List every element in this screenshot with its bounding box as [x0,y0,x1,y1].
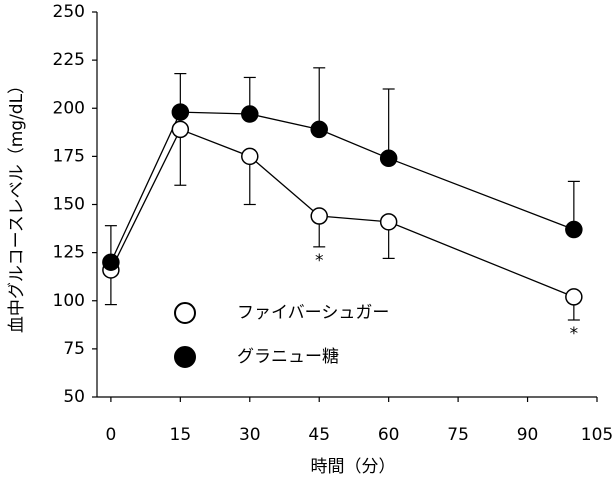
marker [310,207,328,225]
annotation: * [315,251,324,271]
y-tick-label: 175 [53,146,85,166]
y-tick-label: 125 [53,243,85,263]
x-tick-label: 60 [378,425,400,445]
legend-marker [174,302,196,324]
x-tick-label: 75 [447,425,469,445]
legend-marker [174,346,196,368]
y-tick-label: 100 [53,291,85,311]
marker [241,147,259,166]
marker [379,213,398,231]
y-tick-label: 250 [53,2,85,22]
x-tick-label: 90 [517,425,539,445]
y-tick-label: 225 [53,50,85,70]
x-tick-label: 30 [239,425,261,445]
marker [310,120,328,139]
y-tick-label: 150 [53,195,85,215]
x-tick-label: 105 [581,425,613,445]
x-tick-label: 45 [308,425,330,445]
series-line [110,128,575,298]
marker [171,120,190,139]
marker [565,288,583,306]
x-axis-label: 時間（分） [311,457,396,477]
marker [379,149,398,168]
x-tick-label: 0 [105,425,116,445]
y-tick-label: 50 [63,387,85,407]
series-line [110,111,575,263]
marker [241,105,259,123]
marker [171,103,190,121]
marker [565,220,583,239]
legend-label: グラニュー糖 [237,347,339,367]
x-tick-label: 15 [170,425,192,445]
legend-label: ファイバーシュガー [237,303,389,323]
y-tick-label: 75 [63,339,85,359]
y-axis-label: 血中グルコースレベル（mg/dL） [7,77,27,333]
annotation: * [570,324,579,344]
marker [102,253,120,271]
y-tick-label: 200 [53,98,85,118]
